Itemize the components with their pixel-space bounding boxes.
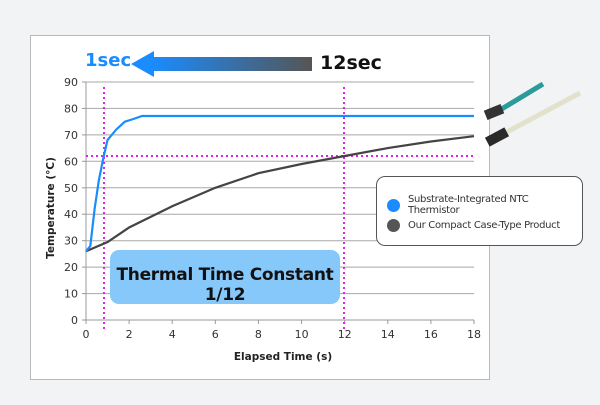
series-case-type xyxy=(85,135,475,253)
svg-text:4: 4 xyxy=(169,328,176,341)
chart-legend: Substrate-Integrated NTC Thermistor Our … xyxy=(376,176,583,246)
svg-text:14: 14 xyxy=(381,328,395,341)
svg-text:0: 0 xyxy=(83,328,90,341)
thermal-time-constant-callout: Thermal Time Constant 1/12 xyxy=(110,250,340,305)
svg-text:70: 70 xyxy=(64,129,78,142)
legend-dot-icon xyxy=(387,219,400,232)
y-axis-label: Temperature (°C) xyxy=(45,157,57,259)
svg-text:90: 90 xyxy=(64,76,78,89)
reference-lines xyxy=(86,87,474,330)
callout-label: Thermal Time Constant 1/12 xyxy=(116,265,334,305)
legend-label: Our Compact Case-Type Product xyxy=(408,220,560,231)
x-tick-labels: 0 2 4 6 8 10 12 14 16 18 xyxy=(83,328,482,341)
svg-text:8: 8 xyxy=(255,328,262,341)
svg-text:12: 12 xyxy=(338,328,352,341)
legend-item-ntc: Substrate-Integrated NTC Thermistor xyxy=(387,194,582,216)
y-tick-labels: 90 80 70 60 50 40 30 20 10 0 xyxy=(64,76,78,327)
svg-text:6: 6 xyxy=(212,328,219,341)
legend-item-case-type: Our Compact Case-Type Product xyxy=(387,219,560,232)
svg-text:10: 10 xyxy=(64,288,78,301)
fast-response-label: 1sec xyxy=(85,50,132,71)
svg-text:60: 60 xyxy=(64,155,78,168)
series-ntc xyxy=(85,114,474,252)
svg-text:20: 20 xyxy=(64,261,78,274)
svg-text:80: 80 xyxy=(64,102,78,115)
axes xyxy=(82,81,475,324)
svg-text:0: 0 xyxy=(71,314,78,327)
speed-arrow xyxy=(131,51,312,77)
svg-text:18: 18 xyxy=(467,328,481,341)
legend-dot-icon xyxy=(387,198,400,212)
svg-text:10: 10 xyxy=(295,328,309,341)
legend-label: Substrate-Integrated NTC Thermistor xyxy=(407,194,529,216)
sensor-products-image xyxy=(483,81,582,147)
svg-text:30: 30 xyxy=(64,235,78,248)
svg-text:50: 50 xyxy=(64,182,78,195)
svg-text:16: 16 xyxy=(424,328,438,341)
svg-text:40: 40 xyxy=(64,208,78,221)
svg-text:2: 2 xyxy=(126,328,133,341)
x-axis-label: Elapsed Time (s) xyxy=(234,351,332,363)
slow-response-label: 12sec xyxy=(320,52,382,74)
